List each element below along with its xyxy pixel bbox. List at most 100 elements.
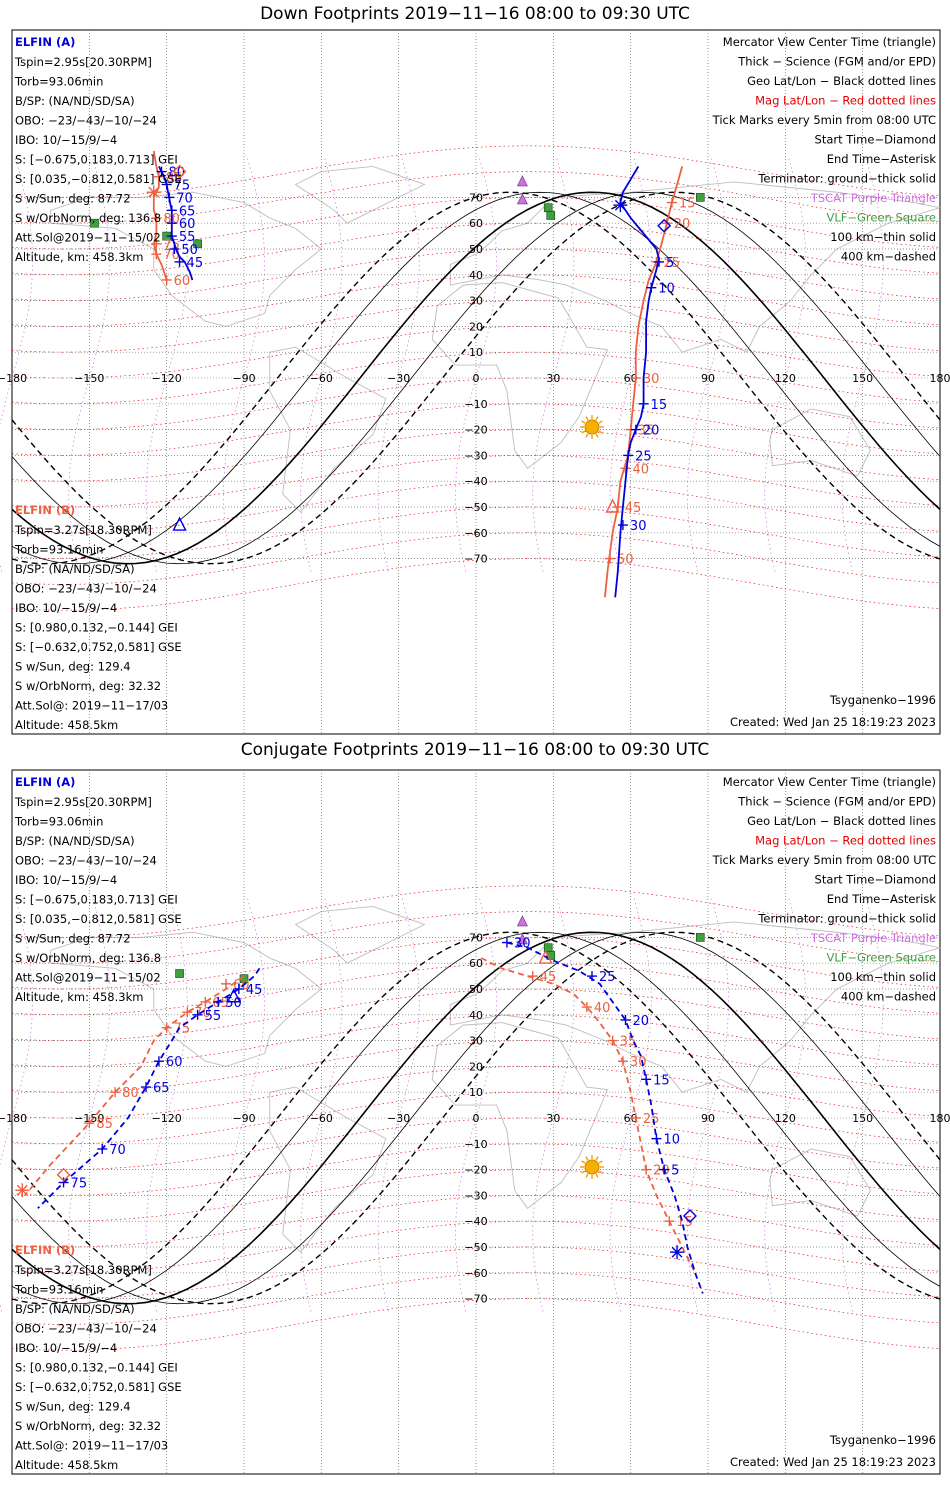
asterisk-stroke xyxy=(614,199,626,211)
sun-ray xyxy=(598,430,603,434)
sun-ray xyxy=(595,1156,599,1161)
elfin-a-info-line: S w/Sun, deg: 87.72 xyxy=(15,192,131,206)
sun-icon xyxy=(580,415,604,440)
vlf-station-square xyxy=(546,211,556,220)
legend: Mercator View Center Time (triangle) Thic… xyxy=(712,775,937,1004)
elfin-b-end-asterisk xyxy=(15,1183,30,1198)
mag-lat-line xyxy=(11,1272,941,1325)
lat-tick-label: 20 xyxy=(469,320,483,333)
elfin-b-info-line: Altitude: 458.5km xyxy=(15,718,118,732)
time-tick-label: 40 xyxy=(594,1001,611,1016)
time-tick-label: 5 xyxy=(666,256,674,271)
lat-tick-label: −70 xyxy=(464,553,487,566)
time-tick-label: 45 xyxy=(246,983,263,998)
time-tick-label: 40 xyxy=(633,462,650,477)
coastlines xyxy=(50,165,941,513)
lat-tick-label: −20 xyxy=(464,1164,487,1177)
terminator-100km xyxy=(11,191,941,565)
time-tick-label: 15 xyxy=(676,1215,693,1230)
elfin-a-start-diamond xyxy=(682,1209,697,1224)
tscat-triangle xyxy=(516,933,528,945)
legend-entry: TSCAT Purple Triangle xyxy=(810,931,936,945)
created-label: Created: Wed Jan 25 18:19:23 2023 xyxy=(730,715,936,729)
elfin-a-info-line: S: [0.035,−0.812,0.581] GSE xyxy=(15,912,182,926)
lat-tick-label: −60 xyxy=(464,1267,487,1280)
time-tick-label: 35 xyxy=(620,1035,637,1050)
time-tick-label: 85 xyxy=(166,171,183,186)
elfin-a-info-line: Altitude, km: 458.3km xyxy=(15,250,143,264)
legend-entry: VLF−Green Square xyxy=(827,211,937,225)
legend-entry: TSCAT Purple Triangle xyxy=(810,191,936,205)
lat-tick-label: 70 xyxy=(469,931,483,944)
elfin-b-info-line: Torb=93.16min xyxy=(14,543,103,557)
time-tick-label: 60 xyxy=(179,217,196,232)
panel-title: Conjugate Footprints 2019−11−16 08:00 to… xyxy=(240,740,710,760)
terminator-group xyxy=(11,191,941,565)
elfin-a-info: ELFIN (A) Tspin=2.95s[20.30RPM] Torb=93.06… xyxy=(14,775,182,1004)
lat-tick-label: −10 xyxy=(464,398,487,411)
elfin-a-info-line: IBO: 10/−15/9/−4 xyxy=(15,873,117,887)
elfin-b-info-line: OBO: −23/−43/−10/−24 xyxy=(15,1322,157,1336)
lon-tick-label: −60 xyxy=(310,372,333,385)
terminator-400km xyxy=(11,191,941,565)
mag-lat-line xyxy=(11,1014,941,1067)
elfin-a-info-line: IBO: 10/−15/9/−4 xyxy=(15,133,117,147)
elfin-b-info-line: S w/Sun, deg: 129.4 xyxy=(15,660,131,674)
time-tick-label: 5 xyxy=(671,1164,679,1179)
sun-ray xyxy=(585,433,589,438)
lon-tick-label: 180 xyxy=(930,372,950,385)
elfin-b-info-line: OBO: −23/−43/−10/−24 xyxy=(15,582,157,596)
elfin-b-info-line: B/SP: (NA/ND/SD/SA) xyxy=(15,1302,135,1316)
time-tick-label: 50 xyxy=(617,553,634,568)
lat-tick-label: 60 xyxy=(469,217,483,230)
lat-tick-label: 70 xyxy=(469,191,483,204)
time-tick-label: 30 xyxy=(630,1055,647,1070)
legend-entry: Geo Lat/Lon − Black dotted lines xyxy=(747,814,936,828)
asterisk-stroke xyxy=(671,1246,683,1258)
elfin-a-info-line: B/SP: (NA/ND/SD/SA) xyxy=(15,834,135,848)
elfin-b-name: ELFIN (B) xyxy=(15,503,75,517)
elfin-a-info-line: Tspin=2.95s[20.30RPM] xyxy=(14,795,152,809)
lon-tick-label: −30 xyxy=(387,1112,410,1125)
lat-tick-label: −20 xyxy=(464,424,487,437)
elfin-b-info-line: Tspin=3.27s[18.30RPM] xyxy=(14,1263,152,1277)
time-tick-label: 55 xyxy=(205,1009,222,1024)
legend-entry: 100 km−thin solid xyxy=(830,970,936,984)
lat-tick-label: −40 xyxy=(464,475,487,488)
legend-entry: 400 km−dashed xyxy=(841,990,936,1004)
lat-tick-label: −50 xyxy=(464,1241,487,1254)
mag-lat-line xyxy=(11,1066,941,1119)
elfin-a-center-triangle xyxy=(226,988,241,1003)
sun-icon xyxy=(580,1155,604,1180)
geo-grid xyxy=(12,30,940,734)
tscat-triangle xyxy=(516,915,528,927)
lon-tick-label: 60 xyxy=(624,1112,638,1125)
panel-title: Down Footprints 2019−11−16 08:00 to 09:3… xyxy=(260,4,690,24)
legend-entry: Start Time−Diamond xyxy=(815,873,936,887)
terminator-ground xyxy=(11,191,941,565)
elfin-a-center-triangle xyxy=(172,516,187,531)
vlf-station-square xyxy=(543,203,553,213)
mag-lat-line xyxy=(11,222,941,276)
vlf-station-square xyxy=(90,218,99,228)
lat-tick-label: −40 xyxy=(464,1215,487,1228)
lon-tick-label: 30 xyxy=(546,372,560,385)
legend-entry: Thick − Science (FGM and/or EPD) xyxy=(737,795,936,809)
coastline xyxy=(269,346,387,513)
elfin-a-end-asterisk xyxy=(670,1245,685,1260)
vlf-station-square xyxy=(695,933,705,942)
elfin-a-info-line: Torb=93.06min xyxy=(14,75,103,89)
elfin-a-info-line: OBO: −23/−43/−10/−24 xyxy=(15,114,157,128)
elfin-a-info-line: S w/OrbNorm, deg: 136.8 xyxy=(15,951,161,965)
elfin-b-track: 45 40 35 30 25 20 15 xyxy=(480,957,696,1274)
mag-lat-line xyxy=(11,274,941,327)
mag-lat-line xyxy=(11,885,941,938)
coastline xyxy=(449,921,941,1093)
elfin-a-info-line: S w/Sun, deg: 87.72 xyxy=(15,932,131,946)
legend-entry: Tick Marks every 5min from 08:00 UTC xyxy=(712,853,936,867)
elfin-a-info-line: S w/OrbNorm, deg: 136.8 xyxy=(15,211,161,225)
lon-tick-label: −180 xyxy=(0,372,27,385)
lon-tick-label: −150 xyxy=(74,372,104,385)
time-tick-label: 80 xyxy=(122,1086,139,1101)
